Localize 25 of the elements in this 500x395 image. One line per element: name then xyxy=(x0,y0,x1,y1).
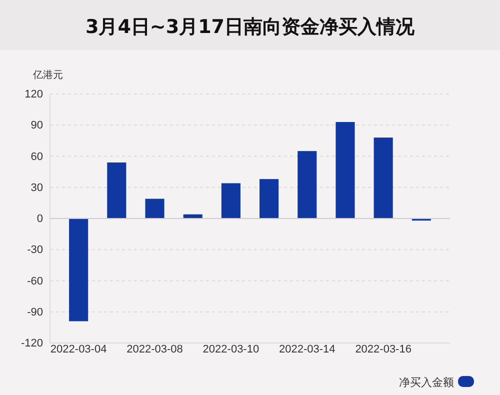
y-tick-label: -90 xyxy=(27,306,43,318)
bar xyxy=(221,183,240,218)
bar xyxy=(336,122,355,218)
bar xyxy=(298,151,317,218)
legend-label: 净买入金额 xyxy=(399,376,454,389)
y-tick-label: -60 xyxy=(27,275,43,288)
bar xyxy=(374,138,393,218)
y-tick-label: 60 xyxy=(30,150,43,163)
bar xyxy=(69,218,88,322)
x-tick-label: 2022-03-10 xyxy=(202,344,260,356)
y-tick-label: 120 xyxy=(24,88,43,101)
x-tick-label: 2022-03-08 xyxy=(126,344,183,356)
x-tick-label: 2022-03-14 xyxy=(279,344,336,356)
y-tick-label: 0 xyxy=(36,213,43,226)
y-tick-label: 30 xyxy=(30,182,43,194)
y-tick-label: -30 xyxy=(27,244,43,256)
bar xyxy=(145,198,164,218)
bar xyxy=(107,162,126,218)
chart-title: 3月4日~3月17日南向资金净买入情况 xyxy=(85,16,416,38)
y-tick-label: -120 xyxy=(20,338,43,350)
x-tick-label: 2022-03-16 xyxy=(355,344,412,356)
y-tick-label: 90 xyxy=(30,120,43,132)
bar xyxy=(260,179,279,218)
x-tick-label: 2022-03-04 xyxy=(50,344,107,356)
y-axis-title: 亿港元 xyxy=(32,69,63,81)
